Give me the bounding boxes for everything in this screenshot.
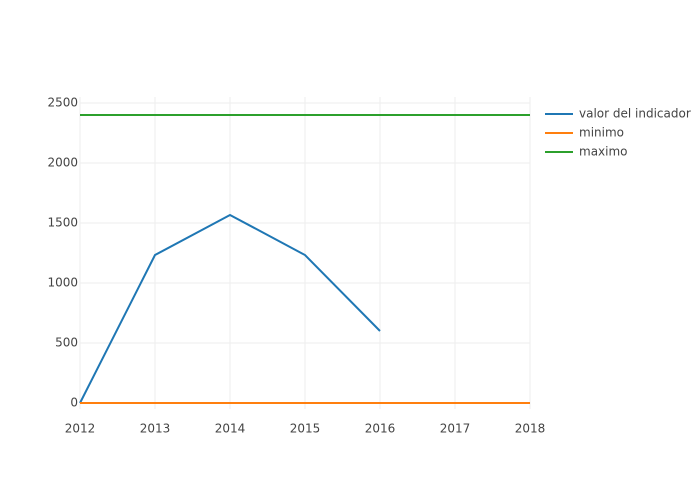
y-tick-label: 2500 (47, 96, 78, 110)
legend-label: maximo (579, 145, 628, 159)
y-tick-label: 1000 (47, 276, 78, 290)
legend-label: valor del indicador (579, 107, 691, 121)
y-tick-label: 0 (70, 396, 78, 410)
x-tick-label: 2013 (140, 422, 171, 436)
x-tick-label: 2017 (440, 422, 471, 436)
x-tick-label: 2015 (290, 422, 321, 436)
x-tick-label: 2018 (515, 422, 546, 436)
x-tick-label: 2016 (365, 422, 396, 436)
y-tick-label: 1500 (47, 216, 78, 230)
line (79, 213, 381, 404)
legend-label: minimo (579, 126, 624, 140)
y-tick-label: 2000 (47, 156, 78, 170)
x-tick-label: 2014 (215, 422, 246, 436)
y-tick-label: 500 (55, 336, 78, 350)
x-tick-label: 2012 (65, 422, 96, 436)
